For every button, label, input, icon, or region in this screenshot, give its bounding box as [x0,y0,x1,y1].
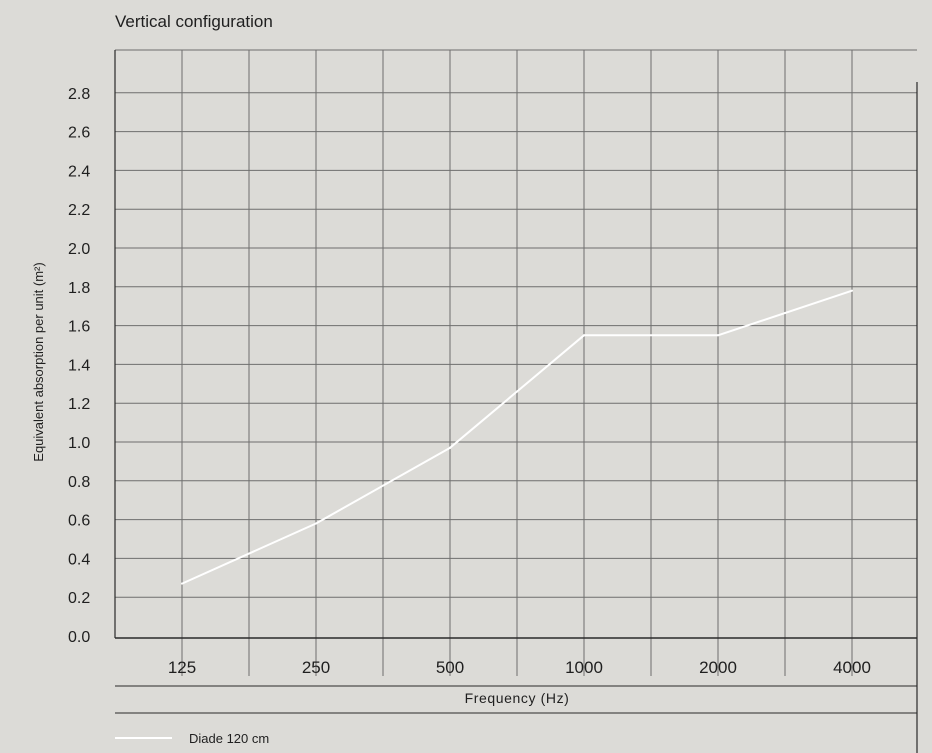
chart-title: Vertical configuration [115,12,273,31]
data-point [449,446,451,449]
x-axis-label: Frequency (Hz) [465,690,570,706]
labels: Vertical configuration Equivalent absorp… [31,12,569,746]
series [181,289,853,585]
data-point [315,522,317,525]
y-tick-label: 0.0 [68,629,90,646]
y-tick-label: 0.8 [68,474,90,491]
tick-labels: 0.0 0.2 0.4 0.6 0.8 1.0 1.2 1.4 1.6 1.8 2.0 2.2 2.4 2… [68,86,871,677]
series-line [181,289,853,585]
x-tick-label: 125 [168,658,196,677]
y-tick-label: 2.4 [68,163,90,180]
x-tick-label: 4000 [833,658,871,677]
y-tick-label: 0.2 [68,590,90,607]
y-tick-label: 1.8 [68,280,90,297]
y-axis-label: Equivalent absorption per unit (m²) [31,262,46,461]
grid [115,50,917,676]
data-point [717,334,719,337]
y-tick-label: 1.4 [68,357,90,374]
y-tick-label: 2.0 [68,241,90,258]
legend-label: Diade 120 cm [189,731,269,746]
axes [114,49,918,753]
y-tick-label: 2.2 [68,202,90,219]
y-tick-label: 1.2 [68,396,90,413]
x-tick-label: 500 [436,658,464,677]
x-tick-label: 2000 [699,658,737,677]
y-tick-label: 2.8 [68,86,90,103]
x-tick-label: 1000 [565,658,603,677]
x-tick-label: 250 [302,658,330,677]
y-tick-label: 1.6 [68,319,90,336]
y-tick-label: 1.0 [68,435,90,452]
data-point [583,334,585,337]
data-point [851,289,853,292]
y-tick-label: 0.6 [68,513,90,530]
y-tick-label: 2.6 [68,125,90,142]
y-tick-label: 0.4 [68,551,90,568]
data-point [181,582,183,585]
